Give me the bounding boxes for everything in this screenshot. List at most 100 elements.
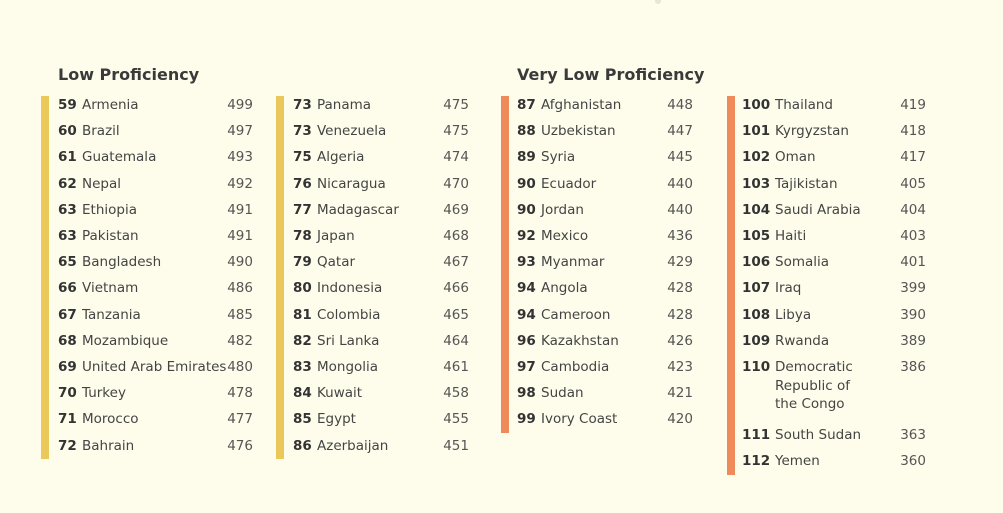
ranking-row: 72 Bahrain 476 bbox=[41, 437, 256, 457]
country-name: Democratic Republic of the Congo bbox=[775, 358, 853, 414]
country-name: Bahrain bbox=[82, 437, 135, 454]
score: 477 bbox=[227, 411, 253, 428]
ranking-row: 90 Ecuador 440 bbox=[501, 175, 696, 195]
ranking-row: 82 Sri Lanka 464 bbox=[276, 332, 471, 352]
rank: 107 bbox=[742, 280, 771, 297]
country-name: Oman bbox=[775, 149, 816, 166]
rank: 97 bbox=[517, 359, 536, 375]
ranking-row: 107 Iraq 399 bbox=[727, 279, 929, 299]
ranking-row: 61 Guatemala 493 bbox=[41, 148, 256, 168]
score: 440 bbox=[667, 201, 693, 218]
rank: 106 bbox=[742, 254, 771, 271]
rank: 80 bbox=[293, 280, 312, 297]
rank: 92 bbox=[517, 228, 536, 244]
score: 390 bbox=[900, 306, 926, 323]
rank: 96 bbox=[517, 332, 536, 349]
ranking-row: 59 Armenia 499 bbox=[41, 96, 256, 116]
score: 470 bbox=[443, 175, 469, 192]
score: 464 bbox=[443, 332, 469, 349]
country-name: Bangladesh bbox=[82, 254, 162, 271]
score: 417 bbox=[900, 149, 926, 166]
country-name: Morocco bbox=[82, 411, 139, 428]
rank: 59 bbox=[58, 97, 77, 113]
rank: 102 bbox=[742, 149, 771, 166]
score: 497 bbox=[227, 123, 253, 140]
country-name: Myanmar bbox=[541, 254, 605, 271]
rank: 85 bbox=[293, 411, 312, 428]
score: 468 bbox=[443, 228, 469, 244]
score: 421 bbox=[667, 385, 693, 402]
rank: 105 bbox=[742, 228, 771, 244]
score: 405 bbox=[900, 175, 926, 192]
score: 389 bbox=[900, 332, 926, 349]
top-decoration bbox=[655, 0, 661, 4]
rank: 73 bbox=[293, 97, 312, 113]
rank: 94 bbox=[517, 280, 536, 297]
score: 445 bbox=[667, 149, 693, 166]
country-name: Kazakhstan bbox=[541, 332, 619, 349]
ranking-row: 110 Democratic Republic of the Congo 386 bbox=[727, 358, 929, 412]
score: 448 bbox=[667, 97, 693, 113]
ranking-row: 92 Mexico 436 bbox=[501, 227, 696, 247]
ranking-row: 89 Syria 445 bbox=[501, 148, 696, 168]
rank: 88 bbox=[517, 123, 536, 140]
score: 363 bbox=[900, 427, 926, 444]
score: 467 bbox=[443, 254, 469, 271]
country-name: Cameroon bbox=[541, 306, 611, 323]
country-name: Algeria bbox=[317, 149, 365, 166]
score: 499 bbox=[227, 97, 253, 113]
country-name: Haiti bbox=[775, 228, 807, 244]
country-name: Japan bbox=[317, 228, 355, 244]
rank: 71 bbox=[58, 411, 77, 428]
country-name: Turkey bbox=[82, 385, 126, 402]
ranking-row: 73 Venezuela 475 bbox=[276, 122, 471, 142]
rank: 62 bbox=[58, 175, 77, 192]
rank: 66 bbox=[58, 280, 77, 297]
ranking-row: 99 Ivory Coast 420 bbox=[501, 410, 696, 430]
rank: 100 bbox=[742, 97, 771, 113]
ranking-row: 94 Angola 428 bbox=[501, 279, 696, 299]
ranking-row: 106 Somalia 401 bbox=[727, 253, 929, 273]
country-name: Panama bbox=[317, 97, 372, 113]
very-low-proficiency-bar bbox=[727, 96, 735, 475]
score: 419 bbox=[900, 97, 926, 113]
score: 486 bbox=[227, 280, 253, 297]
score: 360 bbox=[900, 453, 926, 470]
ranking-row: 109 Rwanda 389 bbox=[727, 332, 929, 352]
score: 428 bbox=[667, 306, 693, 323]
country-name-line: Democratic bbox=[775, 359, 853, 375]
score: 475 bbox=[443, 97, 469, 113]
ranking-row: 60 Brazil 497 bbox=[41, 122, 256, 142]
country-name: Tajikistan bbox=[775, 175, 838, 192]
score: 404 bbox=[900, 201, 926, 218]
rank: 69 bbox=[58, 359, 77, 375]
country-name: Egypt bbox=[317, 411, 356, 428]
country-name: Armenia bbox=[82, 97, 139, 113]
rank: 89 bbox=[517, 149, 536, 166]
country-name: Afghanistan bbox=[541, 97, 622, 113]
score: 475 bbox=[443, 123, 469, 140]
rank: 87 bbox=[517, 97, 536, 113]
ranking-row: 108 Libya 390 bbox=[727, 306, 929, 326]
rank: 63 bbox=[58, 228, 77, 244]
ranking-row: 63 Pakistan 491 bbox=[41, 227, 256, 247]
rank: 81 bbox=[293, 306, 312, 323]
score: 426 bbox=[667, 332, 693, 349]
score: 478 bbox=[227, 385, 253, 402]
country-name: Kyrgyzstan bbox=[775, 123, 849, 140]
country-name: Venezuela bbox=[317, 123, 387, 140]
score: 420 bbox=[667, 411, 693, 428]
rank: 101 bbox=[742, 123, 771, 140]
ranking-row: 65 Bangladesh 490 bbox=[41, 253, 256, 273]
ranking-row: 85 Egypt 455 bbox=[276, 410, 471, 430]
low-proficiency-bar bbox=[276, 96, 284, 459]
rank: 90 bbox=[517, 201, 536, 218]
rank: 77 bbox=[293, 201, 312, 218]
country-name: Jordan bbox=[541, 201, 584, 218]
ranking-row: 69 United Arab Emirates 480 bbox=[41, 358, 256, 378]
rank: 61 bbox=[58, 149, 77, 166]
ranking-row: 100 Thailand 419 bbox=[727, 96, 929, 116]
score: 480 bbox=[227, 359, 253, 375]
rank: 86 bbox=[293, 437, 312, 454]
ranking-row: 63 Ethiopia 491 bbox=[41, 201, 256, 221]
